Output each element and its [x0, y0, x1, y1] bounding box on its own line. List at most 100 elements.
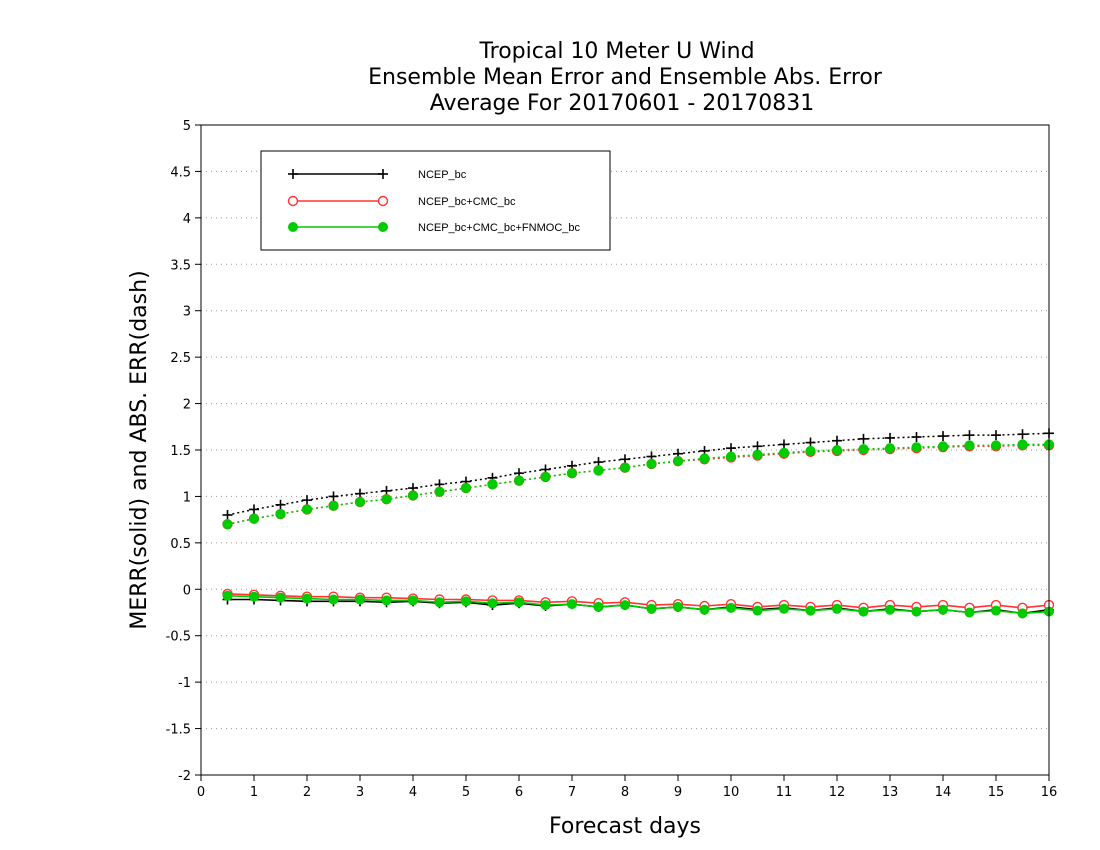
title-line-1: Tropical 10 Meter U Wind	[478, 39, 754, 64]
point-marker	[328, 491, 339, 502]
point-marker	[287, 195, 299, 207]
point-marker	[514, 475, 524, 486]
x-axis-label: Forecast days	[549, 814, 701, 839]
x-tick-label: 9	[674, 785, 682, 800]
legend-entry: NCEP_bc+CMC_bc	[287, 195, 516, 208]
y-tick-label: 5	[183, 119, 191, 134]
point-marker	[991, 605, 1001, 616]
y-tick-label: 2	[183, 398, 191, 413]
point-marker	[911, 442, 922, 453]
x-tick-label: 6	[515, 785, 523, 800]
y-axis-label: MERR(solid) and ABS. ERR(dash)	[127, 270, 152, 629]
y-tick-label: 3.5	[170, 258, 191, 273]
series-NCEP_bc+CMC_bc	[222, 440, 1055, 614]
point-marker	[991, 430, 1001, 441]
legend-label: NCEP_bc+CMC_bc	[418, 196, 516, 208]
point-marker	[832, 435, 842, 446]
point-marker	[408, 595, 418, 606]
y-tick-label: 0.5	[170, 537, 191, 552]
point-marker	[885, 443, 895, 454]
ncep-bc-cmc-bc-fnmoc-bc-merr-line	[227, 594, 1050, 615]
point-marker	[378, 169, 388, 179]
point-marker	[726, 602, 736, 613]
legend: NCEP_bc NCEP_bc+CMC_bc NCEP_bc+CMC_bc+FNMO…	[260, 150, 611, 251]
point-marker	[302, 495, 312, 506]
point-marker	[620, 462, 630, 473]
x-tick-label: 16	[1041, 785, 1058, 800]
point-marker	[288, 169, 298, 179]
x-tick-label: 10	[723, 785, 740, 800]
ncep-bc-cmc-bc-abs-err-line	[227, 444, 1049, 526]
legend-label: NCEP_bc	[418, 169, 467, 181]
x-tick-label: 2	[303, 785, 311, 800]
x-tick-label: 7	[568, 785, 576, 800]
point-marker	[593, 601, 604, 612]
x-tick-label: 13	[882, 785, 899, 800]
y-tick-label: -1	[178, 676, 191, 691]
x-tick-label: 8	[621, 785, 629, 800]
point-marker	[858, 444, 869, 455]
y-tick-label: 4.5	[170, 165, 191, 180]
y-tick-label: -1.5	[166, 723, 191, 738]
point-marker	[461, 596, 471, 607]
point-marker	[726, 443, 736, 454]
point-marker	[1017, 429, 1028, 440]
y-axis: -2 -1.5 -1 -0.5 0 0.5 1 1.5 2 2.5 3 3.5 4 4.5 5	[166, 119, 201, 784]
point-marker	[461, 483, 471, 494]
point-marker	[911, 432, 922, 442]
point-marker	[832, 445, 842, 455]
title-line-2: Ensemble Mean Error and Ensemble Abs. Er…	[368, 65, 883, 90]
point-marker	[1017, 608, 1028, 619]
point-marker	[620, 600, 630, 611]
point-marker	[964, 607, 975, 618]
y-tick-label: 4	[183, 212, 191, 227]
point-marker	[288, 222, 298, 232]
x-tick-label: 5	[462, 785, 470, 800]
point-marker	[938, 431, 948, 442]
point-marker	[514, 597, 524, 608]
point-marker	[434, 486, 445, 497]
series-NCEP_bc	[222, 428, 1054, 619]
gridlines	[201, 170, 1049, 730]
y-tick-label: 1.5	[170, 444, 191, 459]
point-marker	[567, 468, 577, 479]
point-marker	[249, 504, 259, 515]
point-marker	[377, 195, 389, 207]
point-marker	[805, 445, 816, 456]
point-marker	[885, 432, 895, 443]
point-marker	[911, 606, 922, 617]
x-tick-label: 15	[988, 785, 1005, 800]
point-marker	[779, 603, 789, 614]
point-marker	[275, 592, 286, 603]
ncep-bc-cmc-bc-fnmoc-bc-abs-err-line	[227, 443, 1049, 526]
point-marker	[434, 597, 445, 608]
point-marker	[408, 490, 418, 501]
x-tick-label: 0	[197, 785, 205, 800]
point-marker	[381, 494, 392, 505]
series-layer	[222, 428, 1055, 619]
point-marker	[991, 440, 1001, 451]
x-tick-label: 3	[356, 785, 364, 800]
point-marker	[938, 604, 948, 615]
point-marker	[673, 456, 683, 467]
point-marker	[222, 590, 233, 601]
point-marker	[805, 437, 816, 448]
point-marker	[779, 447, 789, 458]
y-tick-label: 2.5	[170, 351, 191, 366]
point-marker	[540, 600, 551, 611]
series-NCEP_bc+CMC_bc+FNMOC_bc	[222, 439, 1054, 619]
x-tick-label: 14	[935, 785, 952, 800]
point-marker	[249, 591, 259, 602]
point-marker	[355, 594, 365, 605]
point-marker	[378, 222, 388, 232]
x-tick-label: 1	[250, 785, 258, 800]
point-marker	[832, 603, 842, 614]
point-marker	[673, 601, 683, 612]
point-marker	[275, 499, 286, 510]
y-tick-label: 3	[183, 305, 191, 320]
point-marker	[355, 497, 365, 507]
point-marker	[381, 595, 392, 606]
x-tick-label: 11	[776, 785, 793, 800]
y-tick-label: -0.5	[166, 630, 191, 645]
title-line-3: Average For 20170601 - 20170831	[430, 91, 815, 116]
